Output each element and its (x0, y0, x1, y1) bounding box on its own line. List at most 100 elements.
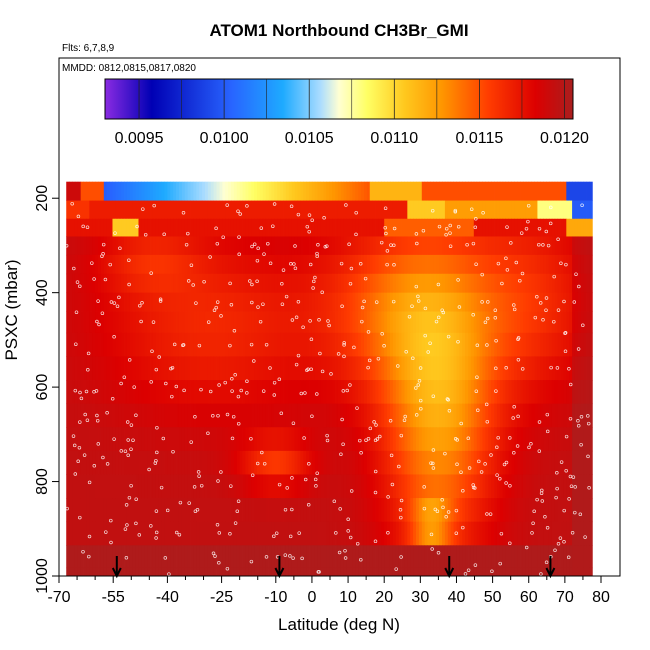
heatmap-cell (470, 521, 475, 546)
heatmap-cell (138, 332, 142, 357)
heatmap-cell (416, 181, 420, 201)
heatmap-cell (158, 427, 163, 452)
heatmap-cell (459, 236, 463, 256)
heatmap-cell (430, 567, 434, 577)
sample-point (544, 560, 549, 565)
heatmap-cell (479, 521, 483, 546)
heatmap-cell (470, 273, 475, 294)
heatmap-cell (314, 427, 319, 452)
heatmap-cell (118, 567, 122, 577)
sample-point (394, 567, 398, 571)
heatmap-cell (109, 498, 113, 523)
heatmap-cell (537, 356, 541, 381)
heatmap-cell (401, 292, 405, 312)
sample-point (138, 303, 142, 308)
heatmap-cell (343, 292, 348, 312)
heatmap-cell (181, 403, 186, 428)
heatmap-cell (566, 403, 570, 428)
heatmap-cell (213, 332, 217, 357)
heatmap-cell (551, 218, 556, 237)
heatmap-cell (355, 200, 359, 220)
heatmap-cell (225, 380, 229, 405)
heatmap-cell (115, 236, 119, 256)
colorbar-gradient (105, 79, 573, 119)
sample-point (488, 512, 493, 516)
heatmap-cell (167, 427, 171, 452)
heatmap-cell (387, 545, 391, 569)
heatmap-cell (546, 254, 550, 275)
heatmap-cell (508, 273, 512, 294)
heatmap-cell (442, 332, 446, 357)
heatmap-cell (219, 498, 223, 523)
heatmap-cell (459, 498, 463, 523)
heatmap-cell (176, 498, 180, 523)
sample-point (380, 332, 384, 336)
sample-point (83, 412, 87, 417)
heatmap-cell (161, 356, 165, 381)
heatmap-cell (358, 567, 362, 577)
heatmap-cell (254, 292, 258, 312)
heatmap-cell (181, 292, 186, 312)
heatmap-cell (297, 380, 301, 405)
heatmap-cell (152, 200, 157, 220)
heatmap-cell (103, 403, 108, 428)
sample-point (586, 414, 590, 418)
heatmap-cell (124, 474, 128, 499)
heatmap-cell (69, 200, 73, 220)
heatmap-cell (98, 545, 102, 569)
sample-point (578, 512, 583, 517)
heatmap-cell (537, 521, 541, 546)
heatmap-cell (346, 403, 350, 428)
heatmap-cell (311, 292, 316, 312)
heatmap-cell (314, 273, 319, 294)
sample-point (485, 512, 489, 516)
heatmap-cell (233, 218, 238, 237)
heatmap-cell (311, 567, 316, 577)
heatmap-cell (522, 427, 527, 452)
sample-point (516, 358, 521, 362)
heatmap-cell (219, 427, 223, 452)
sample-point (310, 218, 314, 222)
heatmap-cell (184, 332, 189, 357)
heatmap-cell (77, 332, 82, 357)
heatmap-cell (520, 311, 524, 334)
heatmap-cell (418, 181, 423, 201)
heatmap-cell (69, 311, 73, 334)
heatmap-cell (257, 311, 261, 334)
heatmap-cell (242, 181, 246, 201)
heatmap-cell (66, 521, 70, 546)
heatmap-cell (520, 292, 524, 312)
heatmap-cell (283, 403, 287, 428)
heatmap-cell (184, 200, 189, 220)
heatmap-cell (337, 521, 342, 546)
sample-point (545, 412, 550, 417)
heatmap-cell (381, 567, 385, 577)
heatmap-cell (89, 450, 93, 475)
heatmap-cell (288, 403, 293, 428)
heatmap-cell (187, 236, 191, 256)
heatmap-cell (257, 474, 261, 499)
heatmap-cell (285, 254, 290, 275)
heatmap-cell (395, 200, 400, 220)
sample-point (189, 440, 193, 444)
heatmap-cell (499, 236, 504, 256)
heatmap-cell (173, 403, 177, 428)
heatmap-cell (306, 403, 310, 428)
heatmap-cell (181, 498, 186, 523)
heatmap-cell (176, 292, 180, 312)
sample-point (225, 566, 230, 571)
heatmap-row-420 (66, 292, 593, 312)
heatmap-cell (416, 521, 420, 546)
heatmap-cell (74, 292, 79, 312)
heatmap-cell (404, 311, 408, 334)
heatmap-cell (329, 236, 333, 256)
sample-point (104, 530, 108, 534)
heatmap-cell (589, 403, 593, 428)
heatmap-cell (453, 567, 457, 577)
sample-point (105, 411, 109, 415)
heatmap-cell (563, 403, 567, 428)
heatmap-cell (265, 474, 269, 499)
heatmap-cell (551, 236, 556, 256)
heatmap-cell (280, 236, 284, 256)
heatmap-cell (508, 380, 512, 405)
